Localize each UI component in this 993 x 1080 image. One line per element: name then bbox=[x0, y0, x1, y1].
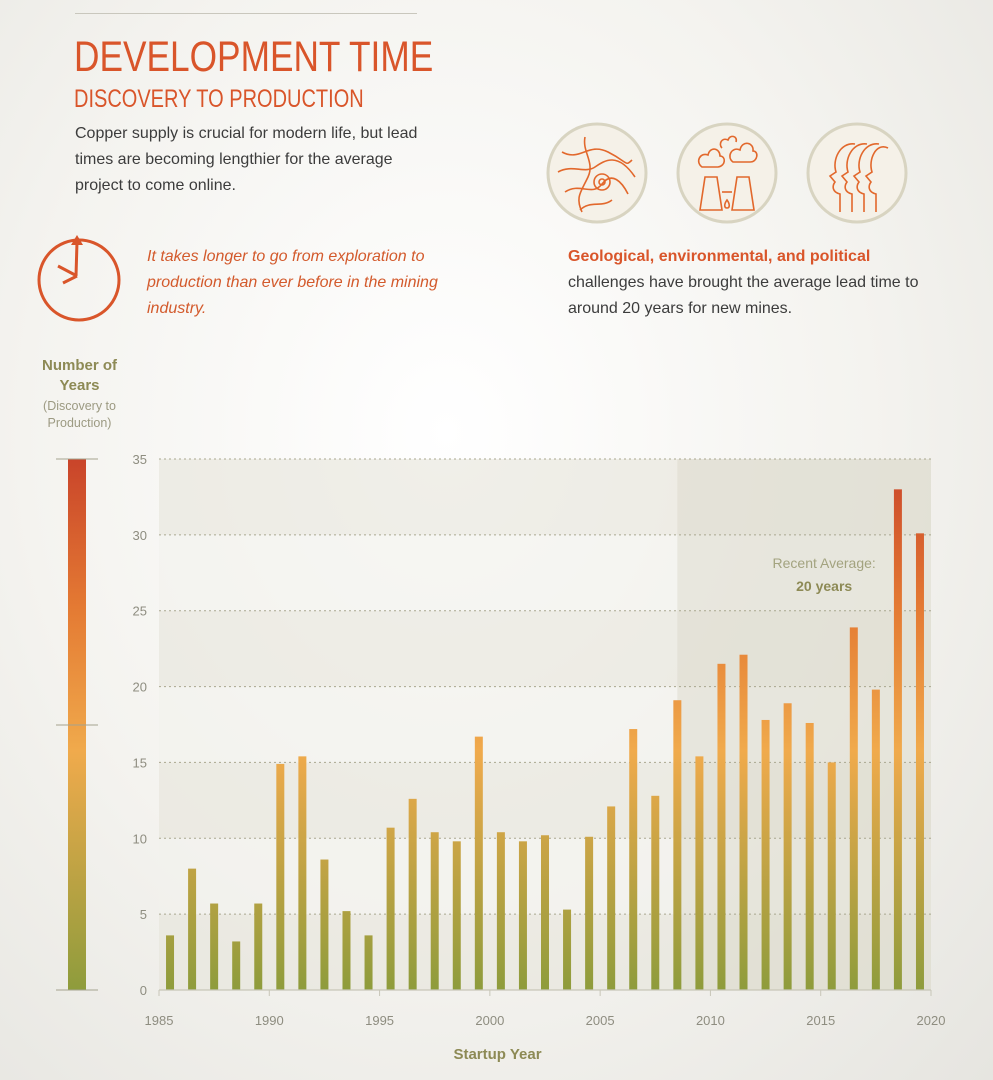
bar-2010 bbox=[717, 663, 726, 990]
bar-2011 bbox=[739, 654, 748, 990]
x-tick-1990: 1990 bbox=[255, 1013, 284, 1028]
recent-average-band bbox=[677, 459, 931, 990]
y-tick-0: 0 bbox=[140, 983, 147, 998]
lead-time-bar-chart: 0 5 10 15 20 25 30 35 1985 1990 1995 2000 2005 2010 2… bbox=[56, 452, 946, 1028]
y-tick-30: 30 bbox=[133, 528, 147, 543]
x-tick-1995: 1995 bbox=[365, 1013, 394, 1028]
annotation-label: Recent Average: bbox=[773, 555, 876, 571]
x-tick-2010: 2010 bbox=[696, 1013, 725, 1028]
bar-2013 bbox=[783, 703, 792, 990]
x-tick-2005: 2005 bbox=[586, 1013, 615, 1028]
bar-2003 bbox=[563, 909, 572, 990]
bar-2002 bbox=[541, 835, 549, 990]
bar-1991 bbox=[298, 756, 307, 990]
band-4 bbox=[159, 610, 931, 687]
y-tick-5: 5 bbox=[140, 907, 147, 922]
bar-2016 bbox=[849, 627, 858, 990]
bar-1996 bbox=[408, 798, 417, 990]
annotation-value: 20 years bbox=[796, 578, 852, 594]
x-tick-1985: 1985 bbox=[145, 1013, 174, 1028]
bar-1993 bbox=[342, 911, 351, 990]
bar-2004 bbox=[585, 836, 594, 990]
y-tick-35: 35 bbox=[133, 452, 147, 467]
top-divider bbox=[75, 13, 417, 14]
factory-pollution-icon bbox=[676, 122, 778, 224]
bars bbox=[166, 489, 924, 990]
x-tick-2015: 2015 bbox=[806, 1013, 835, 1028]
page-title: DEVELOPMENT TIME bbox=[74, 33, 434, 81]
bar-2005 bbox=[607, 806, 616, 990]
y-tick-20: 20 bbox=[133, 680, 147, 695]
x-tick-labels: 1985 1990 1995 2000 2005 2010 2015 2020 bbox=[145, 990, 946, 1028]
y-tick-25: 25 bbox=[133, 604, 147, 619]
bar-1998 bbox=[452, 841, 461, 990]
x-tick-2020: 2020 bbox=[917, 1013, 946, 1028]
challenge-rest: challenges have brought the average lead… bbox=[568, 274, 919, 317]
x-axis-title: Startup Year bbox=[453, 1046, 542, 1063]
y-tick-15: 15 bbox=[133, 755, 147, 770]
clock-icon bbox=[37, 235, 121, 322]
bar-1988 bbox=[232, 941, 241, 990]
bar-1986 bbox=[188, 868, 197, 990]
bar-1999 bbox=[474, 736, 483, 990]
bar-2009 bbox=[695, 756, 704, 990]
bar-2006 bbox=[629, 729, 638, 990]
y-axis-subtitle: (Discovery to Production) bbox=[43, 399, 116, 430]
intro-text: Copper supply is crucial for modern life… bbox=[75, 125, 418, 194]
bar-1994 bbox=[364, 935, 373, 990]
y-tick-10: 10 bbox=[133, 831, 147, 846]
bar-2017 bbox=[871, 689, 880, 990]
band-6 bbox=[159, 459, 931, 535]
bar-2008 bbox=[673, 700, 682, 990]
people-profiles-icon bbox=[806, 122, 908, 224]
y-tick-labels: 0 5 10 15 20 25 30 35 bbox=[133, 452, 147, 998]
y-axis-title: Number of Years bbox=[42, 357, 117, 394]
bar-1997 bbox=[430, 832, 439, 990]
bar-1995 bbox=[386, 827, 395, 990]
band-3 bbox=[159, 686, 931, 763]
bar-1989 bbox=[254, 903, 263, 990]
page-subtitle: DISCOVERY TO PRODUCTION bbox=[74, 85, 364, 113]
band-5 bbox=[159, 534, 931, 611]
challenge-icons bbox=[546, 122, 908, 224]
bar-1985 bbox=[166, 935, 175, 990]
challenge-highlight: Geological, environmental, and political bbox=[568, 248, 871, 265]
bar-2014 bbox=[805, 722, 814, 990]
bar-2018 bbox=[893, 489, 902, 990]
bar-2015 bbox=[827, 762, 836, 990]
bar-2019 bbox=[915, 533, 924, 990]
band-2 bbox=[159, 762, 931, 839]
x-tick-2000: 2000 bbox=[475, 1013, 504, 1028]
challenge-text: Geological, environmental, and political… bbox=[568, 244, 928, 322]
bar-1992 bbox=[320, 859, 329, 990]
bar-2001 bbox=[518, 841, 527, 990]
exploration-quote: It takes longer to go from exploration t… bbox=[147, 248, 438, 317]
topographic-map-icon bbox=[546, 122, 648, 224]
bar-2007 bbox=[651, 795, 660, 990]
bar-1990 bbox=[276, 763, 285, 990]
bar-2000 bbox=[496, 832, 505, 990]
bar-2012 bbox=[761, 719, 770, 990]
bar-1987 bbox=[210, 903, 219, 990]
